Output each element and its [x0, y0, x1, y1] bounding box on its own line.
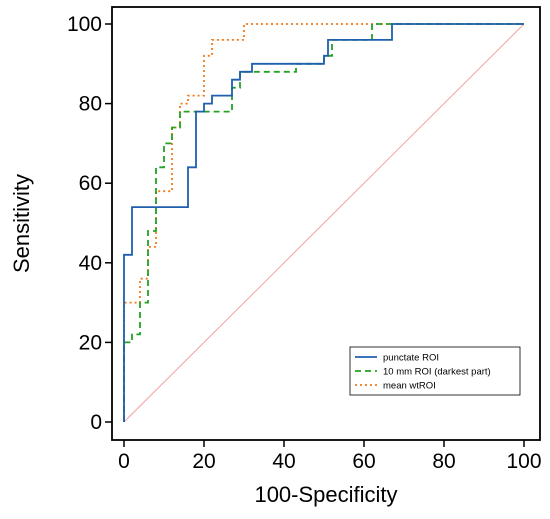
y-axis-title: Sensitivity	[9, 174, 34, 273]
reference-diagonal-line	[123, 23, 525, 423]
x-tick-label: 40	[272, 450, 295, 473]
x-tick-label: 0	[118, 450, 130, 473]
y-tick-label: 60	[79, 172, 102, 195]
legend-box	[349, 346, 521, 396]
legend-label-mean-wtroi: mean wtROI	[383, 381, 436, 392]
x-axis-title: 100-Specificity	[254, 482, 397, 507]
y-tick-label: 40	[79, 252, 102, 275]
legend: punctate ROI 10 mm ROI (darkest part) mean…	[349, 346, 521, 396]
y-tick-label: 20	[79, 331, 102, 354]
x-tick-label: 100	[506, 450, 541, 473]
x-tick-label: 60	[352, 450, 375, 473]
legend-label-punctate-roi: punctate ROI	[383, 353, 439, 364]
y-tick-label: 80	[79, 93, 102, 116]
y-tick-label: 0	[90, 411, 102, 434]
y-tick-label: 100	[67, 13, 102, 36]
legend-label-10-mm-roi-darkest-part: 10 mm ROI (darkest part)	[383, 367, 491, 378]
x-tick-label: 80	[432, 450, 455, 473]
plot-frame	[111, 6, 541, 441]
x-tick-label: 20	[192, 450, 215, 473]
series-line-10-mm-roi-darkest-part	[123, 23, 524, 422]
series-line-punctate-roi	[123, 23, 524, 422]
